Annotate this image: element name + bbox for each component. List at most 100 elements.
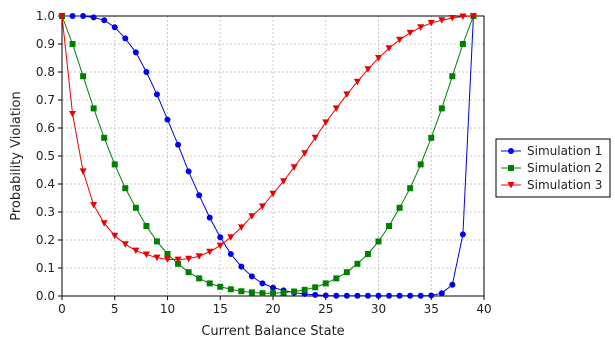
- series-2-point: [111, 161, 118, 168]
- series-2-point: [227, 286, 234, 293]
- series-3-line: [61, 15, 474, 261]
- series-2-point: [301, 286, 308, 293]
- x-tick-label: 0: [58, 302, 66, 316]
- series-2-point: [185, 269, 192, 276]
- series-1-point: [259, 280, 266, 287]
- x-tick-label: 30: [371, 302, 386, 316]
- series-1: [59, 13, 477, 299]
- y-axis-title: Probability Violation: [9, 91, 24, 221]
- series-3-point: [290, 164, 298, 171]
- series-1-point: [354, 292, 361, 299]
- x-tick-label: 5: [111, 302, 119, 316]
- series-2-point: [259, 290, 266, 297]
- x-tick-label: 15: [213, 302, 228, 316]
- series-3-point: [100, 220, 108, 227]
- series-1-point: [80, 13, 87, 19]
- x-tick-label: 35: [424, 302, 439, 316]
- y-tick-label: 0.2: [36, 233, 55, 247]
- series-2-line: [61, 15, 474, 294]
- series-3-point: [322, 119, 330, 126]
- legend-label-1: Simulation 1: [527, 144, 602, 158]
- series-1-point: [333, 292, 340, 299]
- series-3-point: [448, 14, 456, 22]
- series-1-point: [364, 292, 371, 299]
- series-2-point: [217, 283, 224, 290]
- x-tick-label: 25: [318, 302, 333, 316]
- series-layer: [58, 13, 477, 299]
- series-2-point: [396, 204, 403, 211]
- series-2-point: [459, 41, 466, 47]
- series-3-point: [406, 29, 414, 37]
- series-1-point: [143, 69, 150, 75]
- x-axis-title: Current Balance State: [201, 324, 344, 339]
- series-3-point: [311, 134, 319, 142]
- series-2-point: [90, 105, 97, 112]
- y-tick-label: 0.1: [36, 261, 55, 275]
- series-1-point: [122, 35, 129, 42]
- series-1-point: [111, 24, 118, 31]
- y-tick-label: 0.5: [36, 149, 55, 163]
- series-3-point: [364, 66, 372, 73]
- series-3-point: [90, 202, 98, 209]
- series-1-point: [270, 284, 276, 291]
- series-3-point: [174, 256, 182, 264]
- series-2-point: [164, 251, 171, 257]
- series-3-point: [121, 241, 129, 248]
- series-2-point: [407, 185, 414, 192]
- series-3-point: [301, 150, 309, 157]
- series-1-point: [238, 263, 245, 270]
- legend-label-2: Simulation 2: [527, 161, 602, 175]
- series-2-point: [270, 290, 276, 297]
- x-tick-label: 20: [265, 302, 280, 316]
- series-1-point: [375, 292, 382, 299]
- series-3-point: [153, 254, 161, 262]
- y-tick-label: 0.9: [36, 37, 55, 51]
- series-3-point: [248, 213, 256, 220]
- series-2-point: [354, 260, 361, 267]
- series-1-point: [185, 168, 192, 175]
- series-3-point: [58, 13, 66, 20]
- series-2-point: [449, 73, 456, 80]
- series-3-point: [427, 20, 435, 27]
- series-2-point: [132, 204, 139, 211]
- series-2-point: [280, 289, 287, 296]
- y-tick-label: 0.6: [36, 121, 55, 135]
- series-3-point: [438, 17, 446, 24]
- series-3-point: [385, 45, 393, 52]
- series-2-point: [175, 260, 182, 267]
- series-3-point: [206, 248, 214, 256]
- series-2-point: [196, 275, 203, 282]
- series-3-point: [79, 168, 87, 175]
- series-1-point: [438, 290, 445, 297]
- series-1-point: [227, 251, 234, 257]
- series-3-point: [396, 36, 404, 44]
- series-1-line: [62, 15, 474, 297]
- series-3-point: [132, 247, 140, 255]
- series-1-point: [90, 14, 97, 21]
- legend-marker-1: [508, 148, 514, 154]
- series-2-point: [80, 73, 87, 80]
- series-2-point: [238, 288, 245, 295]
- legend-marker-3: [507, 182, 515, 189]
- series-1-point: [132, 49, 139, 56]
- series-2-point: [322, 280, 329, 287]
- series-2-point: [248, 289, 255, 296]
- series-1-point: [164, 116, 171, 123]
- y-tick-label: 1.0: [36, 9, 55, 23]
- series-1-point: [322, 292, 329, 299]
- series-3-point: [237, 224, 245, 231]
- grid: [62, 16, 484, 296]
- series-1-point: [428, 292, 435, 299]
- series-3-point: [459, 13, 467, 21]
- series-3-point: [332, 105, 340, 112]
- series-3-point: [69, 111, 77, 118]
- series-1-point: [417, 292, 424, 299]
- series-3-point: [227, 234, 235, 241]
- series-2-point: [153, 238, 160, 245]
- series-1-point: [69, 13, 76, 19]
- series-1-point: [206, 214, 213, 221]
- series-1-point: [459, 231, 466, 238]
- series-1-point: [153, 91, 160, 98]
- series-1-point: [248, 273, 255, 280]
